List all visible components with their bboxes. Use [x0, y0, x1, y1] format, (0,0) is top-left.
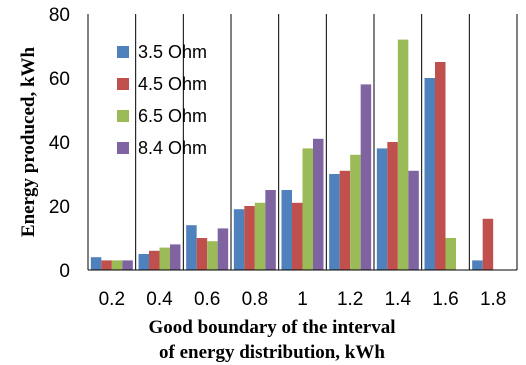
legend-swatch	[117, 142, 129, 154]
bar-6-5-ohm-0-6	[207, 241, 218, 270]
bar-4-5-ohm-0-6	[196, 238, 208, 270]
bar-4-5-ohm-1-8	[482, 218, 494, 270]
bar-4-5-ohm-1	[292, 202, 303, 270]
bar-8-4-ohm-1-2	[360, 84, 372, 271]
legend-label: 4.5 Ohm	[138, 74, 207, 94]
bar-6-5-ohm-1	[302, 148, 313, 270]
bar-8-4-ohm-0-4	[170, 244, 181, 270]
bar-8-4-ohm-0-2	[122, 260, 133, 270]
bar-6-5-ohm-1-2	[350, 154, 361, 270]
legend-swatch	[117, 78, 129, 90]
bar-3-5-ohm-0-8	[233, 209, 245, 270]
y-tick-label: 20	[49, 197, 70, 218]
bar-4-5-ohm-1-4	[387, 142, 398, 270]
bar-8-4-ohm-1-4	[408, 170, 419, 270]
x-axis-title-line1: Good boundary of the interval	[148, 317, 395, 338]
y-tick-label: 0	[59, 261, 70, 282]
x-tick-label: 1.4	[385, 289, 412, 310]
legend-label: 3.5 Ohm	[138, 42, 207, 62]
x-tick-label: 0.6	[194, 289, 220, 310]
x-tick-label: 0.2	[99, 289, 125, 310]
x-tick-label: 0.8	[242, 289, 268, 310]
y-tick-labels: 0 20 40 60 80	[49, 5, 70, 282]
bar-4-5-ohm-1-2	[339, 170, 351, 270]
bar-6-5-ohm-0-2	[111, 260, 123, 270]
bar-3-5-ohm-1-2	[329, 174, 340, 270]
legend: 3.5 Ohm 4.5 Ohm 6.5 Ohm 8.4 Ohm	[117, 42, 207, 158]
x-tick-labels: 0.2 0.4 0.6 0.8 1 1.2 1.4 1.6 1.8	[99, 289, 507, 310]
y-axis-title: Energy produced, kWh	[18, 46, 39, 237]
x-tick-label: 1.2	[337, 289, 363, 310]
bar-6-5-ohm-0-8	[254, 202, 266, 270]
bar-3-5-ohm-0-6	[186, 225, 197, 270]
legend-swatch	[117, 110, 129, 122]
x-tick-label: 1	[297, 289, 308, 310]
x-tick-label: 0.4	[146, 289, 173, 310]
bar-4-5-ohm-0-2	[101, 260, 112, 270]
legend-swatch	[117, 46, 129, 58]
bar-4-5-ohm-0-8	[244, 206, 255, 270]
bar-3-5-ohm-1-6	[424, 78, 435, 270]
y-tick-label: 60	[49, 69, 70, 90]
legend-label: 6.5 Ohm	[138, 106, 207, 126]
bars	[90, 39, 494, 271]
bar-3-5-ohm-0-2	[90, 257, 102, 270]
y-tick-label: 80	[49, 5, 70, 26]
x-tick-label: 1.8	[480, 289, 506, 310]
axes	[87, 14, 517, 271]
gridlines	[135, 14, 518, 270]
bar-6-5-ohm-1-4	[397, 39, 409, 270]
bar-6-5-ohm-0-4	[159, 247, 170, 270]
bar-4-5-ohm-0-4	[149, 250, 160, 270]
y-tick-label: 40	[49, 133, 70, 154]
bar-3-5-ohm-1	[281, 190, 292, 270]
bar-6-5-ohm-1-6	[445, 238, 456, 270]
bar-3-5-ohm-1-4	[376, 148, 388, 270]
bar-3-5-ohm-0-4	[138, 254, 149, 270]
bar-4-5-ohm-1-6	[435, 62, 446, 270]
x-axis-title-line2: of energy distribution, kWh	[159, 342, 385, 363]
bar-8-4-ohm-1	[313, 138, 324, 270]
x-tick-label: 1.6	[432, 289, 458, 310]
legend-label: 8.4 Ohm	[138, 138, 207, 158]
bar-3-5-ohm-1-8	[472, 260, 483, 270]
bar-8-4-ohm-0-6	[217, 228, 229, 270]
bar-8-4-ohm-0-8	[265, 190, 276, 270]
